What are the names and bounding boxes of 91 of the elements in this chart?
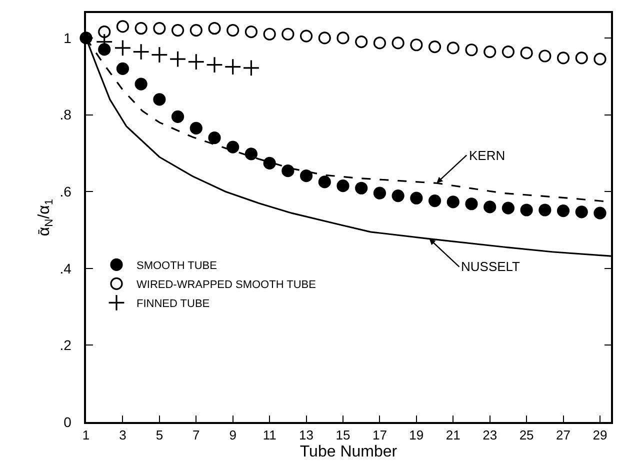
x-tick-label: 23 (482, 427, 498, 442)
point (263, 156, 276, 170)
point (206, 56, 223, 74)
point (116, 62, 130, 75)
point (446, 196, 460, 208)
point (594, 206, 606, 220)
y-tick-label: .2 (60, 337, 72, 354)
legend-label: SMOOTH TUBE (136, 260, 217, 272)
point (150, 46, 168, 64)
point (114, 39, 132, 56)
point (300, 30, 313, 42)
point (208, 132, 221, 144)
point (171, 110, 184, 123)
point (336, 180, 350, 192)
point (373, 36, 386, 50)
point (116, 20, 130, 33)
point (392, 36, 404, 50)
point (336, 32, 350, 44)
point (242, 59, 260, 76)
point (132, 43, 150, 60)
x-tick-label: 21 (446, 427, 460, 442)
point (98, 43, 111, 56)
point (428, 40, 442, 54)
point (244, 148, 258, 160)
x-tick-label: 25 (519, 427, 534, 442)
point (188, 53, 205, 70)
point (556, 52, 570, 64)
x-tick-label: 19 (409, 427, 424, 442)
y-tick-label: 1 (64, 30, 72, 46)
point (282, 164, 294, 178)
point (153, 22, 166, 35)
x-tick-label: 13 (299, 427, 314, 442)
point (98, 26, 111, 38)
point (300, 170, 313, 182)
point (373, 186, 386, 200)
x-axis-title: Tube Number (300, 444, 398, 461)
point (171, 24, 184, 37)
x-tick-label: 15 (336, 427, 350, 442)
x-tick-label: 27 (556, 427, 571, 442)
legend-label: WIRED-WRAPPED SMOOTH TUBE (136, 279, 316, 292)
point (502, 45, 514, 58)
point (575, 206, 588, 218)
point (134, 78, 148, 90)
legend-label: FINNED TUBE (136, 298, 210, 310)
point (190, 122, 202, 135)
point (484, 200, 496, 214)
point (226, 140, 240, 154)
point (263, 28, 276, 40)
y-tick-label: .4 (60, 260, 72, 276)
point (502, 202, 514, 214)
x-tick-label: 11 (262, 427, 276, 442)
y-tick-label: 0 (64, 414, 72, 430)
x-tick-label: 17 (372, 427, 387, 442)
point (244, 26, 258, 38)
point (318, 176, 331, 188)
point (520, 46, 533, 60)
point (355, 36, 368, 48)
annotation: KERN (469, 148, 506, 163)
point (538, 204, 552, 216)
point (153, 93, 166, 106)
point (410, 192, 423, 204)
x-tick-label: 3 (119, 427, 126, 442)
point (484, 45, 496, 58)
point (355, 182, 368, 194)
y-tick-label: .8 (60, 106, 72, 123)
point (134, 22, 148, 35)
x-tick-label: 5 (156, 427, 164, 442)
point (190, 24, 202, 37)
point (169, 50, 186, 68)
x-tick-label: 7 (192, 427, 200, 442)
annotation: NUSSELT (461, 259, 520, 274)
point (594, 52, 606, 66)
point (538, 50, 552, 62)
point (410, 38, 423, 52)
point (282, 28, 294, 40)
point (465, 44, 478, 56)
y-tick-label: .6 (60, 183, 72, 200)
point (465, 198, 478, 210)
point (226, 24, 240, 37)
point (208, 22, 221, 35)
x-tick-label: 1 (82, 427, 90, 442)
x-tick-label: 9 (229, 427, 236, 442)
x-tick-label: 29 (592, 427, 608, 442)
point (224, 58, 242, 76)
point (575, 52, 588, 64)
point (428, 194, 442, 208)
point (446, 42, 460, 54)
point (318, 32, 331, 44)
point (520, 204, 533, 216)
point (556, 204, 570, 218)
point (392, 190, 404, 202)
